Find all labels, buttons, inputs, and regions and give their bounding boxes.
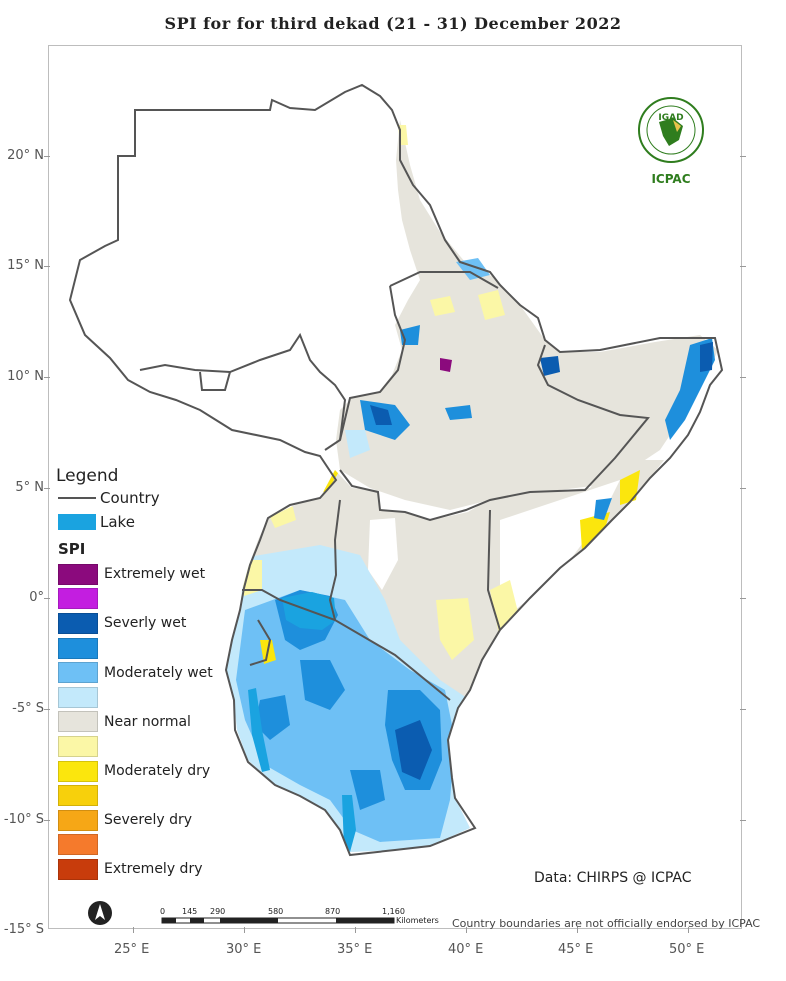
- near-normal-north: [336, 120, 718, 510]
- scale-tick-label: 1,160: [382, 907, 405, 916]
- lon-tick: [688, 927, 689, 933]
- lat-label-10s: -10° S: [3, 812, 44, 827]
- legend-lake-row: Lake: [52, 510, 262, 534]
- legend-country-row: Country: [52, 486, 262, 510]
- spi-class-list: Extremely wet Severly wet Moderately wet Ne…: [52, 562, 262, 882]
- lon-label-30e: 30° E: [226, 942, 262, 957]
- spi-class-label: Extremely dry: [104, 861, 203, 878]
- lat-tick: [44, 266, 50, 267]
- spi-class-row: Extremely dry: [52, 857, 262, 882]
- spi-class-label: Extremely wet: [104, 566, 206, 583]
- lat-tick: [740, 598, 746, 599]
- scale-unit: Kilometers: [396, 916, 439, 925]
- lat-tick: [740, 377, 746, 378]
- scale-tick-label: 290: [210, 907, 225, 916]
- spi-swatch: [58, 711, 98, 733]
- lon-tick: [355, 927, 356, 933]
- spi-class-row: [52, 685, 262, 710]
- spi-field-north: [345, 125, 715, 520]
- spi-swatch: [58, 662, 98, 684]
- spi-swatch: [58, 588, 98, 610]
- scale-tick-label: 0: [160, 907, 165, 916]
- spi-class-row: [52, 587, 262, 612]
- lon-label-25e: 25° E: [114, 942, 150, 957]
- spi-class-label: Near normal: [104, 713, 191, 730]
- map-title: SPI for for third dekad (21 - 31) Decemb…: [164, 14, 622, 33]
- spi-class-row: Severly wet: [52, 611, 262, 636]
- scale-tick-label: 870: [325, 907, 340, 916]
- igad-emblem-icon: IGAD: [638, 97, 704, 163]
- disclaimer: Country boundaries are not officially en…: [452, 917, 761, 930]
- spi-class-label: Severely dry: [104, 812, 193, 829]
- lat-tick: [44, 488, 50, 489]
- spi-class-row: Moderately wet: [52, 660, 262, 685]
- spi-swatch: [58, 735, 98, 757]
- lat-tick: [44, 156, 50, 157]
- lat-label-0: 0°: [29, 590, 44, 605]
- logo-bottom-text: ICPAC: [651, 172, 691, 186]
- lat-tick: [740, 156, 746, 157]
- country-line-swatch: [58, 497, 96, 499]
- legend-lake-label: Lake: [100, 513, 135, 531]
- lat-tick: [44, 377, 50, 378]
- spi-swatch: [58, 760, 98, 782]
- lat-label-15s: -15° S: [3, 922, 44, 937]
- spi-class-row: [52, 734, 262, 759]
- spi-swatch: [58, 686, 98, 708]
- legend-country-label: Country: [100, 489, 160, 507]
- lat-tick: [44, 820, 50, 821]
- lat-tick: [44, 598, 50, 599]
- spi-class-row: [52, 636, 262, 661]
- lat-tick: [740, 488, 746, 489]
- lon-label-45e: 45° E: [558, 942, 594, 957]
- logo-top-text: IGAD: [658, 113, 683, 123]
- scale-bar: 0 145 290 580 870 1,160 Kilometers: [160, 906, 450, 932]
- lat-label-5s: -5° S: [12, 701, 44, 716]
- spi-swatch: [58, 785, 98, 807]
- map-frame: [48, 45, 742, 929]
- lon-label-40e: 40° E: [448, 942, 484, 957]
- lat-label-15n: 15° N: [7, 258, 44, 273]
- spi-class-label: Moderately wet: [104, 664, 213, 681]
- igad-logo: IGAD ICPAC: [632, 96, 710, 186]
- spi-class-row: Near normal: [52, 710, 262, 735]
- scale-tick-label: 580: [268, 907, 283, 916]
- spi-swatch: [58, 563, 98, 585]
- lon-label-35e: 35° E: [337, 942, 373, 957]
- spi-swatch: [58, 834, 98, 856]
- spi-class-row: Extremely wet: [52, 562, 262, 587]
- lat-tick: [44, 709, 50, 710]
- north-arrow-icon: [87, 900, 113, 930]
- country-boundaries: [68, 83, 724, 857]
- spi-swatch: [58, 809, 98, 831]
- spi-class-label: Moderately dry: [104, 763, 211, 780]
- lon-tick: [466, 927, 467, 933]
- spi-class-label: Severly wet: [104, 615, 187, 632]
- lat-label-20n: 20° N: [7, 148, 44, 163]
- spi-swatch: [58, 612, 98, 634]
- lat-tick: [740, 266, 746, 267]
- scale-tick-label: 145: [182, 907, 197, 916]
- data-source: Data: CHIRPS @ ICPAC: [534, 870, 692, 886]
- spi-class-row: [52, 833, 262, 858]
- lake-swatch: [58, 514, 96, 530]
- lon-tick: [244, 927, 245, 933]
- lon-tick: [133, 927, 134, 933]
- lon-tick: [577, 927, 578, 933]
- lat-tick: [740, 709, 746, 710]
- spi-swatch: [58, 637, 98, 659]
- spi-swatch: [58, 858, 98, 880]
- lat-label-5n: 5° N: [15, 480, 44, 495]
- spi-title: SPI: [58, 540, 86, 558]
- lat-tick: [740, 820, 746, 821]
- spi-class-row: [52, 783, 262, 808]
- spi-class-row: Moderately dry: [52, 759, 262, 784]
- spi-class-row: Severely dry: [52, 808, 262, 833]
- legend: Legend Country Lake SPI Extremely wet Sev…: [52, 466, 262, 882]
- lat-label-10n: 10° N: [7, 369, 44, 384]
- lon-label-50e: 50° E: [669, 942, 705, 957]
- legend-title: Legend: [56, 466, 119, 486]
